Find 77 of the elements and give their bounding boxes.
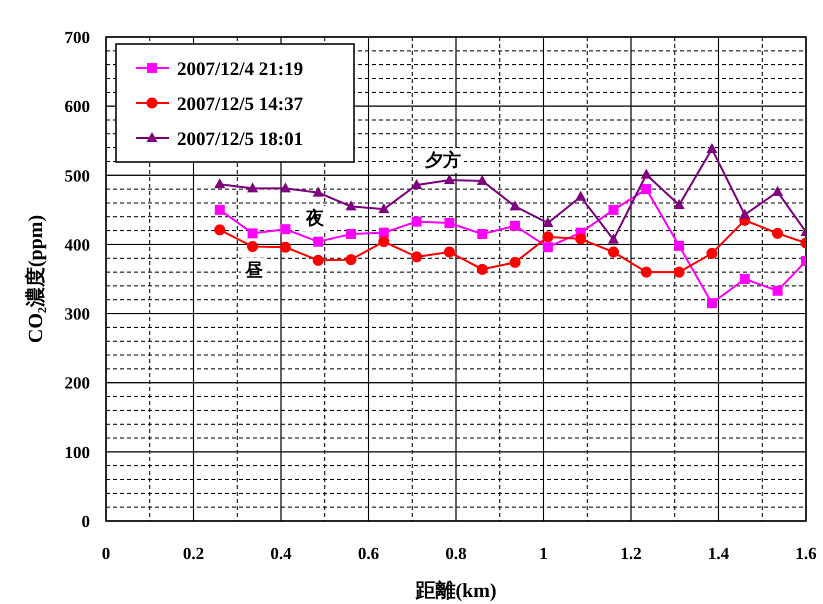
x-tick-label: 0.2	[182, 544, 204, 563]
point	[280, 182, 291, 192]
point	[312, 254, 324, 266]
point	[248, 228, 258, 238]
point	[640, 168, 652, 179]
annotation: 夕方	[424, 150, 461, 171]
point	[412, 216, 422, 227]
point	[674, 240, 684, 251]
x-tick-label: 1	[539, 544, 548, 563]
x-tick-label: 1.6	[795, 544, 817, 563]
point	[510, 200, 521, 210]
point	[411, 178, 422, 189]
point	[740, 274, 750, 284]
point	[575, 190, 586, 201]
point	[378, 228, 389, 238]
x-tick-label: 1.4	[708, 544, 730, 563]
annotation: 昼	[244, 260, 263, 281]
point	[444, 218, 454, 228]
y-tick-label: 0	[82, 512, 90, 531]
point	[312, 186, 324, 197]
point	[313, 236, 324, 247]
point	[214, 178, 226, 188]
point	[542, 242, 553, 252]
point	[641, 184, 652, 194]
point	[214, 224, 226, 236]
y-tick-label: 200	[64, 374, 90, 393]
y-tick-label: 700	[64, 28, 90, 47]
x-axis-title: 距離(km)	[414, 580, 497, 602]
point	[444, 246, 455, 258]
y-tick-label: 600	[64, 97, 90, 116]
y-axis-title: CO₂濃度(ppm)	[24, 214, 47, 344]
point	[247, 241, 258, 252]
x-tick-label: 1.2	[620, 544, 642, 563]
y-tick-label: 500	[64, 166, 90, 186]
point	[280, 224, 290, 234]
legend-label: 2007/12/5 18:01	[177, 129, 304, 150]
legend-label: 2007/12/5 14:37	[177, 94, 304, 115]
point	[706, 298, 717, 308]
point	[214, 204, 225, 215]
point	[411, 251, 422, 262]
point	[378, 203, 390, 214]
point	[444, 174, 455, 184]
point	[510, 220, 520, 231]
x-tick-label: 0.4	[270, 544, 292, 563]
point	[247, 182, 258, 192]
x-tick-label: 0	[102, 544, 110, 563]
point	[674, 266, 685, 278]
point	[640, 266, 652, 278]
point	[510, 256, 521, 268]
y-tick-label: 300	[64, 304, 90, 324]
point	[542, 231, 554, 242]
point	[739, 208, 750, 219]
point	[346, 200, 356, 210]
point	[772, 228, 784, 239]
point	[346, 254, 356, 266]
y-tick-label: 100	[64, 442, 90, 462]
point	[706, 248, 718, 259]
point	[608, 234, 619, 244]
point	[280, 242, 291, 253]
point	[772, 286, 783, 296]
point	[346, 229, 356, 240]
point	[706, 143, 718, 154]
point	[476, 174, 488, 185]
annotation: 夜	[305, 208, 324, 229]
point	[608, 204, 618, 215]
point	[476, 264, 488, 275]
point	[772, 186, 784, 196]
point	[477, 229, 488, 240]
point	[608, 246, 619, 258]
point	[542, 216, 554, 227]
x-tick-label: 0.6	[358, 544, 380, 563]
point	[674, 199, 685, 210]
legend-label: 2007/12/4 21:19	[177, 59, 304, 80]
point	[378, 236, 390, 248]
point	[575, 233, 586, 244]
x-tick-label: 0.8	[445, 544, 467, 563]
y-tick-label: 400	[64, 235, 90, 254]
